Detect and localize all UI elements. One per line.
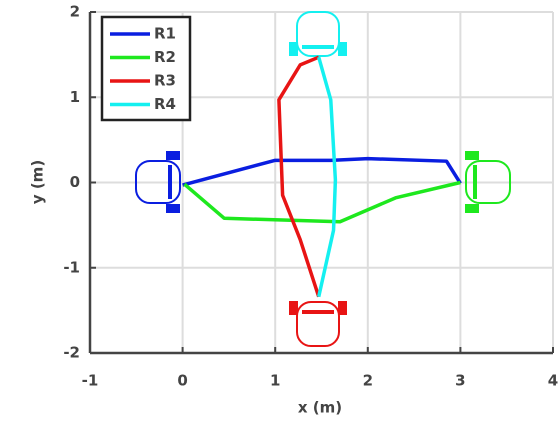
y-tick-label: 2	[70, 3, 80, 21]
x-tick-label: 1	[270, 372, 280, 390]
y-axis-label: y (m)	[29, 160, 47, 204]
robot-r2	[465, 151, 511, 213]
legend-label: R2	[154, 48, 176, 66]
series-line	[182, 156, 462, 187]
y-tick-label: 1	[70, 88, 80, 106]
series-line	[277, 55, 321, 298]
y-tick-label: -2	[63, 344, 80, 362]
series-line	[183, 180, 461, 224]
x-tick-label: 0	[177, 372, 187, 390]
series-line	[317, 56, 338, 298]
legend-label: R3	[154, 72, 176, 90]
x-tick-label: 2	[363, 372, 373, 390]
x-tick-label: 4	[548, 372, 558, 390]
y-tick-label: -1	[63, 258, 80, 276]
x-axis-label: x (m)	[298, 399, 342, 417]
robot-r1	[135, 151, 181, 213]
legend-label: R1	[154, 25, 176, 43]
robots	[135, 11, 511, 347]
y-tick-label: 0	[70, 173, 80, 191]
x-tick-label: -1	[82, 372, 99, 390]
robot-r4	[289, 11, 347, 57]
robot-r3	[289, 301, 347, 347]
x-tick-label: 3	[455, 372, 465, 390]
legend-label: R4	[154, 95, 176, 113]
